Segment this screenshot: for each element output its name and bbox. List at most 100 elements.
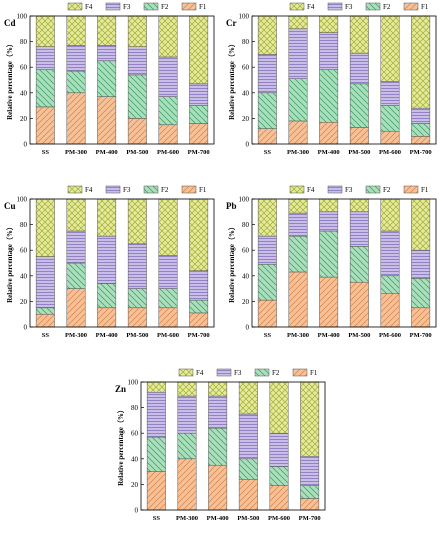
legend-label-f3: F3 (123, 3, 131, 11)
y-tick-label: 60 (242, 247, 250, 255)
bar-f2-pm-500 (238, 458, 258, 480)
bar-f3-pm-400 (319, 32, 339, 71)
legend-label-f2: F2 (161, 186, 169, 194)
x-tick-label: PM-300 (287, 332, 309, 339)
bar-f1-pm-400 (319, 121, 339, 145)
bar-f4-pm-300 (66, 15, 86, 46)
bar-f4-pm-500 (238, 381, 258, 415)
x-tick-label: PM-700 (410, 149, 432, 156)
y-tick-label: 100 (17, 13, 28, 21)
bar-f3-pm-700 (300, 455, 320, 486)
bar-f2-pm-500 (127, 74, 147, 119)
bar-f4-pm-300 (66, 198, 86, 232)
bar-f2-pm-600 (158, 288, 178, 309)
legend-swatch-f1 (292, 368, 308, 377)
bar-f2-pm-700 (189, 105, 209, 124)
bar-f2-pm-500 (349, 83, 369, 128)
bar-f1-pm-500 (349, 281, 369, 328)
legend-label-f3: F3 (345, 186, 353, 194)
bar-f2-pm-300 (177, 432, 197, 460)
bar-f3-pm-400 (97, 45, 117, 62)
bar-f3-pm-300 (288, 28, 308, 79)
bar-f3-pm-600 (158, 56, 178, 97)
bar-f4-pm-500 (349, 15, 369, 54)
bar-f3-pm-500 (127, 46, 147, 76)
y-tick-label: 80 (242, 38, 250, 46)
x-tick-label: PM-600 (379, 332, 401, 339)
legend-label-f2: F2 (383, 186, 391, 194)
legend-label-f2: F2 (272, 369, 280, 377)
y-tick-label: 0 (246, 324, 250, 332)
legend-label-f1: F1 (310, 369, 318, 377)
x-tick-label: PM-700 (188, 332, 210, 339)
bar-f3-pm-500 (349, 52, 369, 85)
legend-label-f4: F4 (307, 186, 315, 194)
plot-frame (251, 198, 437, 328)
legend-swatch-f4 (289, 185, 305, 194)
bar-f2-pm-400 (97, 283, 117, 309)
legend-swatch-f2 (365, 185, 381, 194)
x-tick-label: PM-300 (65, 149, 87, 156)
y-tick-label: 0 (24, 324, 28, 332)
x-tick-label: PM-500 (237, 515, 259, 522)
bar-f4-pm-500 (127, 15, 147, 47)
bar-f4-pm-700 (189, 15, 209, 85)
y-tick-label: 20 (242, 115, 250, 123)
x-tick-label: PM-500 (348, 149, 370, 156)
y-tick-label: 40 (242, 89, 250, 97)
bar-f3-pm-500 (127, 243, 147, 289)
bar-f3-pm-600 (380, 230, 400, 277)
bar-f4-pm-400 (97, 15, 117, 46)
bar-f4-pm-400 (97, 198, 117, 237)
bar-f2-pm-300 (288, 78, 308, 122)
y-tick-label: 20 (20, 298, 28, 306)
x-tick-label: PM-600 (268, 515, 290, 522)
x-tick-label: SS (42, 149, 50, 156)
bar-f1-pm-400 (97, 96, 117, 145)
bar-f2-pm-400 (319, 230, 339, 278)
x-tick-label: PM-400 (318, 332, 340, 339)
bar-f2-ss (35, 307, 55, 315)
y-tick-label: 100 (239, 13, 250, 21)
bar-f4-pm-400 (319, 198, 339, 213)
bar-f2-pm-500 (349, 246, 369, 283)
y-tick-label: 20 (20, 115, 28, 123)
legend-label-f1: F1 (421, 186, 429, 194)
bar-f1-pm-300 (288, 271, 308, 328)
bar-f2-ss (35, 69, 55, 108)
x-tick-label: PM-400 (318, 149, 340, 156)
legend-swatch-f3 (327, 2, 343, 11)
legend-label-f1: F1 (199, 186, 207, 194)
bar-f1-ss (257, 128, 277, 145)
bar-f1-pm-300 (288, 120, 308, 145)
x-tick-label: PM-700 (188, 149, 210, 156)
y-tick-label: 20 (131, 481, 139, 489)
legend-swatch-f3 (105, 2, 121, 11)
bar-f1-pm-700 (189, 312, 209, 328)
bar-f3-ss (257, 235, 277, 265)
bar-f1-pm-500 (127, 307, 147, 328)
bar-f2-pm-400 (97, 60, 117, 97)
bar-f1-pm-700 (300, 498, 320, 511)
legend-swatch-f2 (365, 2, 381, 11)
bar-f1-pm-500 (349, 127, 369, 145)
bar-f3-pm-500 (238, 413, 258, 460)
legend-swatch-f3 (105, 185, 121, 194)
bar-f1-pm-700 (411, 307, 431, 328)
bar-f4-ss (35, 15, 55, 47)
bar-f4-pm-600 (380, 15, 400, 82)
y-tick-label: 80 (242, 221, 250, 229)
legend-swatch-f1 (181, 2, 197, 11)
y-tick-label: 40 (131, 455, 139, 463)
bar-f2-ss (257, 264, 277, 301)
y-axis-label: Relative percentage（%） (6, 223, 14, 303)
y-tick-label: 80 (20, 38, 28, 46)
plot-frame (251, 15, 437, 145)
bar-f3-pm-500 (349, 211, 369, 247)
y-tick-label: 0 (135, 507, 139, 515)
y-tick-label: 100 (128, 379, 139, 387)
chart-panel-cd: SS PM-300 PM-400 PM-500 PM-600 PM-700 0 20 40 60 8… (4, 2, 215, 156)
bar-f3-pm-300 (177, 395, 197, 434)
bar-f3-pm-700 (411, 107, 431, 124)
bar-f2-pm-400 (208, 427, 228, 466)
